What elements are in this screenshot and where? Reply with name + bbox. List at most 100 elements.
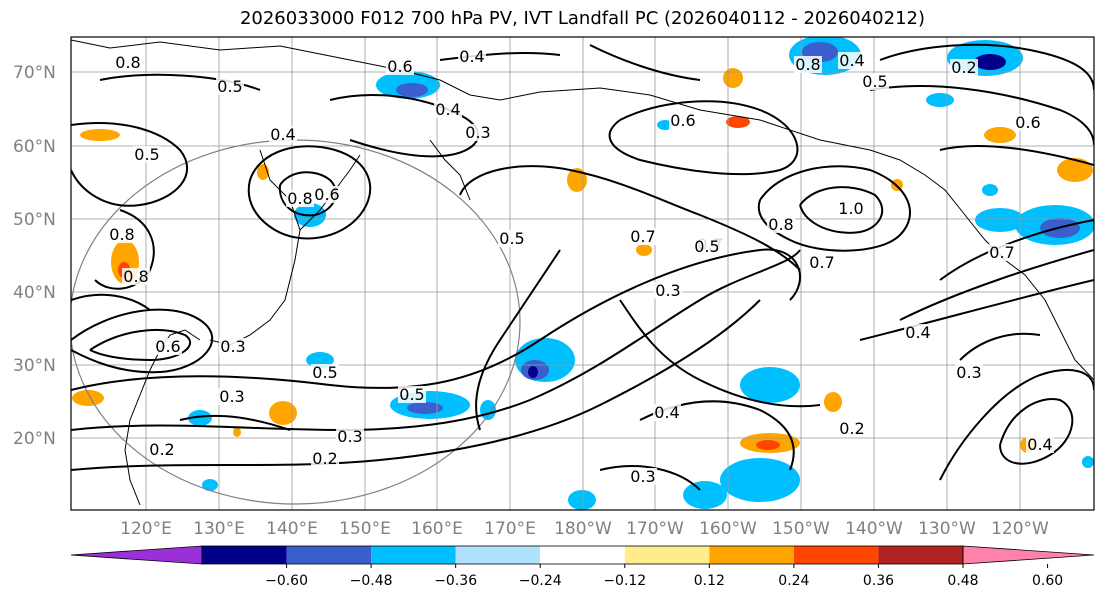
contour-label: 1.0 (838, 199, 863, 218)
colorbar-bin (202, 546, 287, 564)
contour-label-bg (311, 364, 339, 381)
latitude-labels: 70°N 60°N 50°N 40°N 30°N 20°N (13, 63, 56, 449)
contour-label: 0.4 (905, 323, 930, 342)
contour-label-bg (154, 338, 182, 355)
lon-label: 170°W (626, 519, 684, 539)
contour-label: 0.5 (134, 145, 159, 164)
contour-label-bg (114, 54, 142, 71)
contour-label: 0.2 (839, 419, 864, 438)
colorbar-extend-high (962, 545, 1095, 565)
contour-label-bg (654, 282, 682, 299)
contour-label: 0.3 (219, 387, 244, 406)
colorbar-bin (286, 546, 372, 564)
map-title: 2026033000 F012 700 hPa PV, IVT Landfall… (239, 8, 926, 29)
colorbar-tick-label: 0.24 (778, 573, 809, 589)
contour-label: 0.6 (387, 57, 412, 76)
contour-label: 0.3 (465, 123, 490, 142)
lon-label: 140°W (845, 519, 903, 539)
contour-label-bg (218, 388, 246, 405)
contour-label-bg (767, 216, 795, 233)
colorbar-tick-label: 0.12 (694, 573, 725, 589)
colorbar-extend-low (70, 545, 203, 565)
contour-label-bg (311, 450, 339, 467)
colorbar-bin (455, 546, 541, 564)
colorbar-tick-label: −0.48 (350, 573, 393, 589)
contour-label-bg (313, 186, 341, 203)
contour-label-bg (269, 126, 297, 143)
longitude-labels: 120°E 130°E 140°E 150°E 160°E 170°E 180°… (120, 519, 1049, 539)
contour-label-bg (794, 56, 822, 73)
contour-label-bg (837, 200, 865, 217)
contour-label: 0.4 (270, 125, 295, 144)
lat-label: 20°N (13, 429, 56, 449)
lon-label: 130°E (193, 519, 245, 539)
colorbar-frame (201, 545, 964, 565)
contour-label: 0.3 (337, 427, 362, 446)
contour-label: 0.8 (795, 55, 820, 74)
contour-label: 0.7 (989, 243, 1014, 262)
contour-label: 0.3 (220, 337, 245, 356)
contour-label: 0.4 (1027, 435, 1052, 454)
contour-label-bg (629, 228, 657, 245)
contour-label-bg (950, 59, 978, 76)
lat-label: 50°N (13, 210, 56, 230)
lon-label: 120°W (991, 519, 1049, 539)
lon-label: 140°E (266, 519, 318, 539)
contour-label-bg (838, 420, 866, 437)
colorbar-tick-label: 0.60 (1032, 573, 1063, 589)
contour-label: 0.5 (312, 363, 337, 382)
contour-labels: 0.80.60.40.50.40.30.60.40.50.80.60.70.50… (108, 47, 1054, 486)
lon-label: 160°E (411, 519, 463, 539)
contour-label-bg (398, 386, 426, 403)
contour-label: 0.5 (499, 229, 524, 248)
colorbar-tick-label: −0.36 (434, 573, 477, 589)
contour-label-bg (336, 428, 364, 445)
colorbar-bin (371, 546, 456, 564)
contour-label-bg (219, 338, 247, 355)
lat-label: 40°N (13, 283, 56, 303)
contour-label: 0.3 (655, 281, 680, 300)
lon-label: 150°W (772, 519, 830, 539)
lat-label: 30°N (13, 356, 56, 376)
contour-label-bg (838, 52, 866, 69)
contour-label: 0.8 (115, 53, 140, 72)
contour-label-bg (122, 268, 150, 285)
contour-label: 0.8 (287, 189, 312, 208)
colorbar-bin (709, 546, 794, 564)
contour-label: 0.4 (459, 47, 484, 66)
contour-label: 0.6 (670, 111, 695, 130)
contour-label-bg (498, 230, 526, 247)
contour-label-bg (904, 324, 932, 341)
contour-label: 0.5 (399, 385, 424, 404)
contour-label-bg (148, 441, 176, 458)
colorbar-tick-label: −0.24 (519, 573, 562, 589)
lon-label: 130°W (918, 519, 976, 539)
contour-label-bg (1026, 436, 1054, 453)
contour-label-bg (464, 124, 492, 141)
contour-label: 0.5 (217, 77, 242, 96)
contour-label-bg (808, 254, 836, 271)
contour-label-bg (434, 101, 462, 118)
colorbar: −0.60 −0.48 −0.36 −0.24 −0.12 0.12 0.24 0.36 0.4… (70, 545, 1095, 589)
contour-label-bg (286, 190, 314, 207)
contour-label: 0.8 (109, 225, 134, 244)
lon-label: 120°E (120, 519, 172, 539)
colorbar-bin (793, 546, 879, 564)
lat-label: 60°N (13, 137, 56, 157)
contour-label-bg (955, 364, 983, 381)
contour-label: 0.5 (694, 237, 719, 256)
contour-label: 0.3 (956, 363, 981, 382)
map-plot-area: 0.80.60.40.50.40.30.60.40.50.80.60.70.50… (71, 37, 1094, 510)
colorbar-bin (624, 546, 710, 564)
contour-label: 0.6 (314, 185, 339, 204)
pv-contours (71, 43, 1094, 491)
map-frame (70, 36, 1095, 511)
contour-label-bg (629, 468, 657, 485)
colorbar-tick-label: −0.12 (603, 573, 646, 589)
contour-label: 0.6 (155, 337, 180, 356)
colorbar-bin (878, 546, 963, 564)
lon-label: 180°W (554, 519, 612, 539)
graticule (71, 37, 1094, 510)
contour-label: 0.8 (768, 215, 793, 234)
